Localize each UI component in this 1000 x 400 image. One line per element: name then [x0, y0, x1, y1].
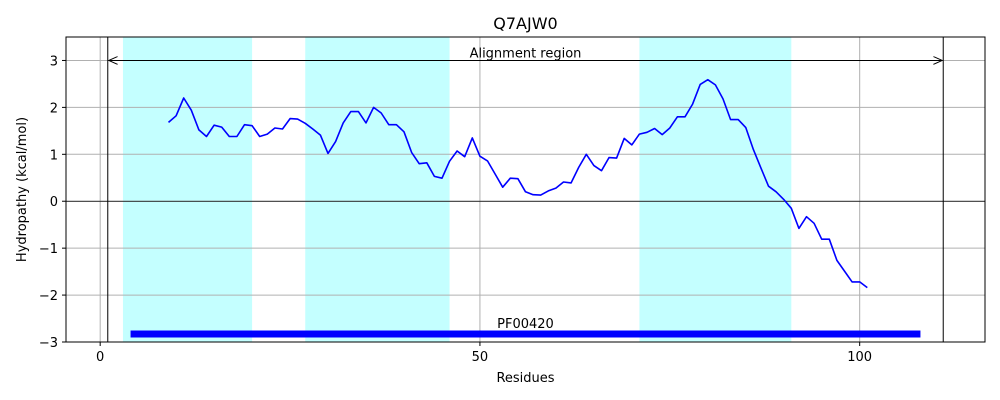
y-tick-label: 3: [50, 54, 58, 69]
shaded-region: [639, 37, 792, 342]
alignment-region-label: Alignment region: [470, 46, 582, 61]
y-axis-label: Hydropathy (kcal/mol): [15, 117, 30, 262]
axis-ticks: 0 50 100 −3 −2 −1 0 1 2 3: [39, 54, 872, 365]
plot-frame: [65, 36, 986, 343]
y-tick-label: −1: [39, 242, 58, 257]
annotations: Alignment region PF00420: [66, 37, 985, 342]
shaded-region: [305, 37, 450, 342]
domain-label: PF00420: [497, 317, 554, 332]
y-tick-label: −3: [39, 336, 58, 351]
y-tick-label: −2: [39, 289, 58, 304]
hydropathy-line: [167, 78, 868, 289]
x-tick-label: 100: [847, 350, 872, 365]
shaded-regions: [122, 37, 792, 342]
y-tick-label: 1: [50, 148, 58, 163]
chart-title: Q7AJW0: [493, 14, 557, 33]
x-tick-label: 50: [472, 350, 489, 365]
x-tick-label: 0: [96, 350, 104, 365]
x-axis-label: Residues: [496, 371, 554, 386]
y-tick-label: 2: [50, 101, 58, 116]
y-tick-label: 0: [50, 195, 58, 210]
shaded-region: [122, 37, 253, 342]
series-group: [167, 78, 868, 289]
